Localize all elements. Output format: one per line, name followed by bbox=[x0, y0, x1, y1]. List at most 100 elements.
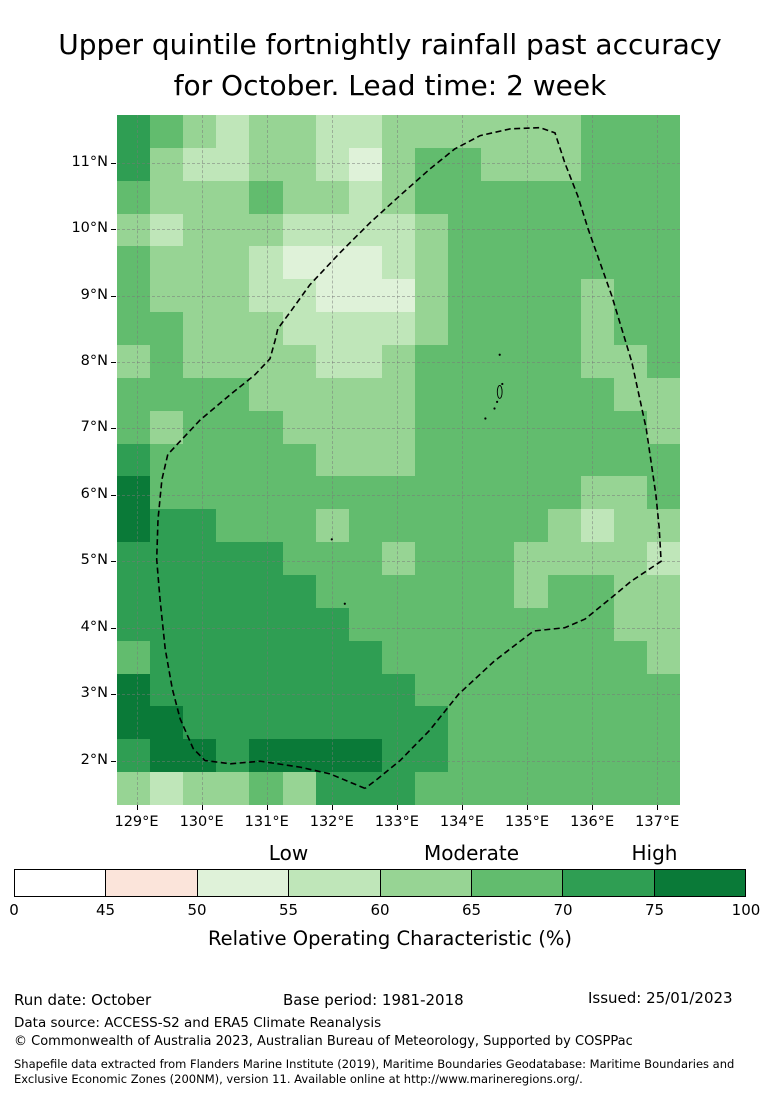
heatmap-cell bbox=[448, 509, 482, 543]
x-tick-mark bbox=[592, 805, 594, 810]
heatmap-cell bbox=[282, 575, 317, 609]
heatmap-cell bbox=[183, 607, 218, 642]
y-tick-label: 4°N bbox=[80, 618, 108, 635]
heatmap-cell bbox=[150, 147, 184, 182]
heatmap-cell bbox=[613, 180, 648, 215]
heatmap-cell bbox=[481, 673, 516, 708]
heatmap-cell bbox=[547, 542, 582, 576]
heatmap-cell bbox=[282, 772, 317, 805]
heatmap-cell bbox=[646, 607, 680, 642]
heatmap-cell bbox=[150, 115, 184, 149]
heatmap-cell bbox=[381, 542, 416, 576]
island-dot bbox=[330, 538, 333, 541]
colorbar-tick-label: 0 bbox=[9, 901, 19, 919]
heatmap-cell bbox=[415, 443, 449, 478]
heatmap-cell bbox=[580, 115, 615, 149]
heatmap-cell bbox=[216, 607, 251, 642]
heatmap-cell bbox=[547, 476, 582, 510]
heatmap-cell bbox=[117, 542, 151, 576]
colorbar-category-label: High bbox=[631, 841, 678, 865]
heatmap-cell bbox=[249, 509, 284, 543]
heatmap-cell bbox=[381, 739, 416, 773]
heatmap-cell bbox=[150, 213, 184, 248]
heatmap-cell bbox=[547, 213, 582, 248]
heatmap-cell bbox=[481, 542, 516, 576]
y-tick-label: 11°N bbox=[71, 153, 108, 170]
heatmap-cell bbox=[216, 345, 251, 379]
island-dot bbox=[496, 400, 499, 403]
heatmap-cell bbox=[613, 213, 648, 248]
y-tick-label: 8°N bbox=[80, 353, 108, 370]
heatmap-cell bbox=[514, 706, 549, 740]
heatmap-cell bbox=[481, 772, 516, 805]
y-tick-mark bbox=[111, 428, 116, 430]
heatmap-cell bbox=[249, 575, 284, 609]
heatmap-cell bbox=[117, 410, 151, 445]
heatmap-cell bbox=[613, 739, 648, 773]
heatmap-cell bbox=[216, 509, 251, 543]
island-dot bbox=[493, 407, 496, 410]
heatmap-cell bbox=[547, 509, 582, 543]
heatmap-cell bbox=[348, 443, 383, 478]
heatmap-cell bbox=[117, 476, 151, 510]
heatmap-cell bbox=[646, 772, 680, 805]
island-dot bbox=[343, 602, 346, 605]
data-source-text: Data source: ACCESS-S2 and ERA5 Climate … bbox=[14, 1015, 382, 1031]
heatmap-cell bbox=[415, 246, 449, 280]
heatmap-cell bbox=[448, 246, 482, 280]
heatmap-cell bbox=[481, 410, 516, 445]
heatmap-cell bbox=[117, 673, 151, 708]
base-period-text: Base period: 1981-2018 bbox=[283, 991, 464, 1009]
heatmap-cell bbox=[381, 575, 416, 609]
heatmap-cell bbox=[646, 706, 680, 740]
heatmap-cell bbox=[613, 509, 648, 543]
gridline bbox=[201, 115, 203, 805]
heatmap-cell bbox=[448, 345, 482, 379]
heatmap-cell bbox=[183, 443, 218, 478]
heatmap-cell bbox=[282, 607, 317, 642]
y-tick-mark bbox=[111, 229, 116, 231]
heatmap-cell bbox=[547, 312, 582, 346]
heatmap-cell bbox=[381, 509, 416, 543]
heatmap-cell bbox=[547, 410, 582, 445]
heatmap-cell bbox=[613, 706, 648, 740]
heatmap-cell bbox=[249, 542, 284, 576]
heatmap-cell bbox=[183, 147, 218, 182]
heatmap-cell bbox=[547, 180, 582, 215]
heatmap-cell bbox=[216, 443, 251, 478]
heatmap-cell bbox=[514, 115, 549, 149]
x-tick-label: 136°E bbox=[570, 814, 615, 830]
heatmap-cell bbox=[580, 410, 615, 445]
x-tick-mark bbox=[657, 805, 659, 810]
heatmap-cell bbox=[514, 213, 549, 248]
heatmap-cell bbox=[216, 575, 251, 609]
y-tick-label: 2°N bbox=[80, 751, 108, 768]
x-tick-mark bbox=[331, 805, 333, 810]
heatmap-cell bbox=[646, 147, 680, 182]
heatmap-cell bbox=[448, 476, 482, 510]
heatmap-cell bbox=[117, 213, 151, 248]
heatmap-cell bbox=[150, 180, 184, 215]
heatmap-cell bbox=[547, 673, 582, 708]
heatmap-cell bbox=[117, 312, 151, 346]
heatmap-cell bbox=[117, 607, 151, 642]
heatmap-cell bbox=[282, 476, 317, 510]
heatmap-cell bbox=[216, 640, 251, 675]
x-tick-label: 133°E bbox=[374, 814, 419, 830]
heatmap-cell bbox=[216, 147, 251, 182]
heatmap-cell bbox=[580, 673, 615, 708]
heatmap-cell bbox=[150, 476, 184, 510]
heatmap-cell bbox=[415, 772, 449, 805]
heatmap-cell bbox=[415, 673, 449, 708]
heatmap-cell bbox=[415, 607, 449, 642]
heatmap-cell bbox=[547, 739, 582, 773]
gridline bbox=[136, 115, 138, 805]
heatmap-cell bbox=[282, 147, 317, 182]
heatmap-cell bbox=[216, 542, 251, 576]
heatmap-cell bbox=[249, 180, 284, 215]
colorbar-segment bbox=[563, 870, 655, 896]
heatmap-cell bbox=[481, 706, 516, 740]
heatmap-cell bbox=[348, 410, 383, 445]
heatmap-cell bbox=[249, 640, 284, 675]
heatmap-cell bbox=[448, 673, 482, 708]
